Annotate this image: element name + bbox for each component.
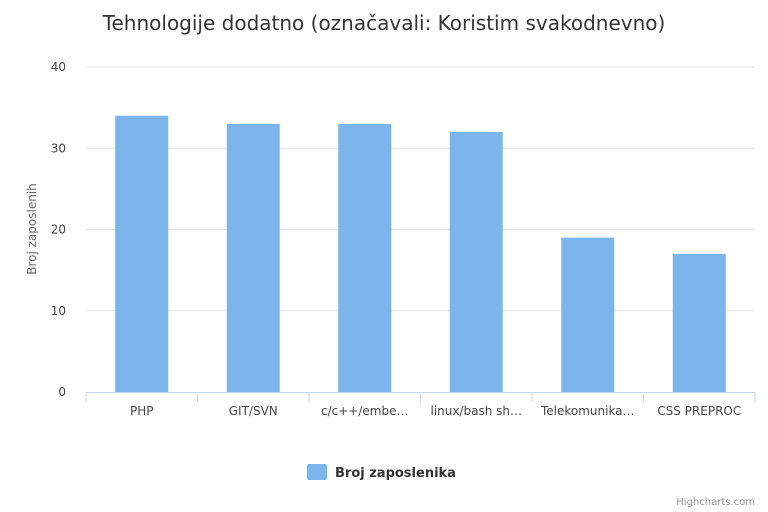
x-axis: PHP GIT/SVN c/c++/embe… linux/bash sh… Telek… — [85, 392, 756, 418]
y-tick-label: 30 — [51, 141, 66, 155]
x-tick-label: Telekomunika… — [540, 404, 635, 418]
gridlines — [86, 66, 755, 312]
x-tick-label: PHP — [130, 404, 154, 418]
legend-label[interactable]: Broj zaposlenika — [335, 466, 456, 481]
x-tick-label: c/c++/embe… — [321, 404, 408, 418]
x-tick-label: linux/bash sh… — [430, 404, 522, 418]
y-tick-label: 40 — [51, 60, 66, 74]
y-tick-label: 0 — [58, 385, 66, 399]
credits-link[interactable]: Highcharts.com — [676, 497, 755, 508]
y-axis-label: Broj zaposlenih — [25, 183, 39, 275]
chart-title: Tehnologije dodatno (označavali: Koristi… — [102, 11, 666, 35]
bar[interactable] — [226, 123, 280, 392]
x-tick-label: GIT/SVN — [229, 404, 278, 418]
legend-swatch[interactable] — [307, 464, 327, 480]
bar[interactable] — [115, 115, 169, 392]
y-axis-ticks: 0 10 20 30 40 — [51, 60, 66, 399]
y-tick-label: 20 — [51, 223, 66, 237]
bars — [115, 115, 726, 392]
bar[interactable] — [338, 123, 392, 392]
bar[interactable] — [449, 132, 503, 392]
bar[interactable] — [561, 237, 615, 392]
y-tick-label: 10 — [51, 304, 66, 318]
bar[interactable] — [672, 253, 726, 392]
x-tick-label: CSS PREPROC — [657, 404, 741, 418]
legend[interactable]: Broj zaposlenika — [307, 464, 456, 481]
